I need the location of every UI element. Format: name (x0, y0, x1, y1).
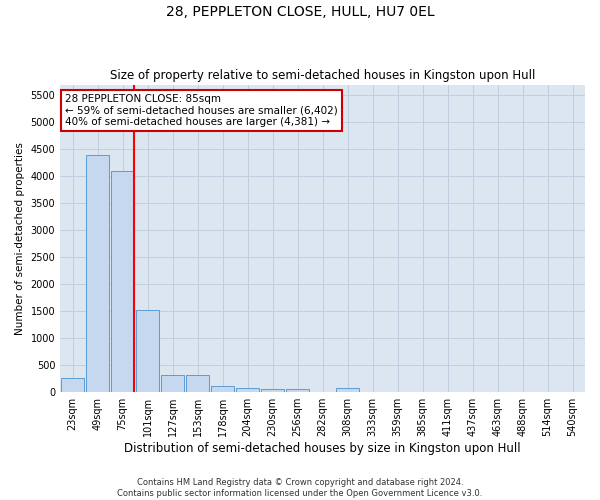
Bar (61, 378, 84, 392)
Text: Contains HM Land Registry data © Crown copyright and database right 2024.
Contai: Contains HM Land Registry data © Crown c… (118, 478, 482, 498)
Text: 28, PEPPLETON CLOSE, HULL, HU7 0EL: 28, PEPPLETON CLOSE, HULL, HU7 0EL (166, 5, 434, 19)
Bar (86, 154, 109, 392)
Title: Size of property relative to semi-detached houses in Kingston upon Hull: Size of property relative to semi-detach… (110, 69, 535, 82)
Text: 28 PEPPLETON CLOSE: 85sqm
← 59% of semi-detached houses are smaller (6,402)
40% : 28 PEPPLETON CLOSE: 85sqm ← 59% of semi-… (65, 94, 338, 127)
Bar (262, 388, 284, 392)
Bar (161, 375, 184, 392)
Bar (286, 389, 309, 392)
Bar (112, 171, 134, 392)
Bar (187, 375, 209, 392)
Bar (136, 310, 159, 392)
Y-axis label: Number of semi-detached properties: Number of semi-detached properties (15, 142, 25, 335)
Bar (236, 388, 259, 392)
Bar (337, 388, 359, 392)
X-axis label: Distribution of semi-detached houses by size in Kingston upon Hull: Distribution of semi-detached houses by … (124, 442, 521, 455)
Bar (211, 386, 234, 392)
